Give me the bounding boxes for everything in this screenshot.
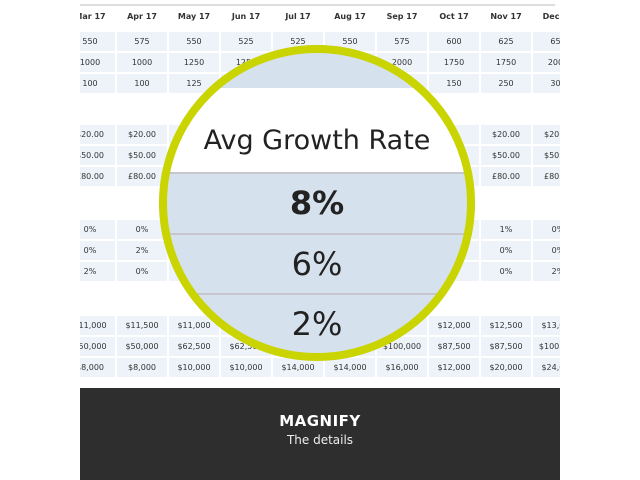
table-cell: 0%: [117, 220, 167, 239]
table-cell: $50,000: [117, 337, 167, 356]
table-cell: 300: [533, 74, 560, 93]
column-header: Mar 17: [80, 12, 106, 21]
table-cell: 575: [117, 32, 167, 51]
table-cell: 0%: [533, 220, 560, 239]
table-cell: 0%: [80, 241, 115, 260]
table-cell: 100: [80, 74, 115, 93]
table-cell: £80.00: [117, 167, 167, 186]
column-header: Sep 17: [386, 12, 418, 21]
caption-banner: MAGNIFY The details: [80, 388, 560, 480]
caption-title: MAGNIFY: [279, 412, 361, 430]
table-cell: $100,000: [533, 337, 560, 356]
table-cell: $12,500: [481, 316, 531, 335]
table-cell: 2%: [533, 262, 560, 281]
column-header: Nov 17: [490, 12, 522, 21]
column-header: Jul 17: [285, 12, 311, 21]
table-cell: £80.00: [80, 167, 115, 186]
table-cell: $20.00: [481, 125, 531, 144]
table-cell: $20.00: [80, 125, 115, 144]
table-cell: 0%: [481, 241, 531, 260]
divider: [80, 4, 555, 6]
table-cell: £80.00: [481, 167, 531, 186]
table-cell: 1%: [481, 220, 531, 239]
table-cell: £80.00: [533, 167, 560, 186]
table-cell: $10,000: [169, 358, 219, 377]
table-cell: $10,000: [221, 358, 271, 377]
column-header: Apr 17: [127, 12, 157, 21]
table-cell: $20,000: [481, 358, 531, 377]
table-cell: $20.00: [117, 125, 167, 144]
table-cell: 1750: [481, 53, 531, 72]
table-cell: 2%: [80, 262, 115, 281]
table-cell: 625: [481, 32, 531, 51]
table-cell: $16,000: [377, 358, 427, 377]
table-cell: $50.00: [481, 146, 531, 165]
table-cell: $50.00: [117, 146, 167, 165]
table-cell: 550: [80, 32, 115, 51]
table-cell: $14,000: [273, 358, 323, 377]
table-cell: $11,500: [117, 316, 167, 335]
table-cell: $50.00: [80, 146, 115, 165]
table-cell: $50,000: [80, 337, 115, 356]
table-cell: $20.00: [533, 125, 560, 144]
table-cell: $87,500: [481, 337, 531, 356]
table-cell: 2000: [533, 53, 560, 72]
table-cell: 2%: [117, 241, 167, 260]
table-cell: $8,000: [80, 358, 115, 377]
table-cell: 0%: [80, 220, 115, 239]
column-header: Dec 17: [542, 12, 560, 21]
column-header: Oct 17: [439, 12, 469, 21]
table-cell: $13,000: [533, 316, 560, 335]
column-header: May 17: [177, 12, 211, 21]
table-cell: 0%: [481, 262, 531, 281]
table-cell: $14,000: [325, 358, 375, 377]
table-cell: 1000: [117, 53, 167, 72]
table-cell: $11,000: [80, 316, 115, 335]
table-cell: 100: [117, 74, 167, 93]
table-cell: $24,000: [533, 358, 560, 377]
table-cell: 650: [533, 32, 560, 51]
table-cell: 0%: [533, 241, 560, 260]
table-cell: 250: [481, 74, 531, 93]
magnifier-ring: [159, 45, 475, 361]
table-cell: $12,000: [429, 358, 479, 377]
caption-subtitle: The details: [286, 433, 354, 447]
table-cell: 0%: [117, 262, 167, 281]
column-header: Jun 17: [231, 12, 261, 21]
column-header: Aug 17: [334, 12, 366, 21]
table-cell: $8,000: [117, 358, 167, 377]
table-cell: $50.00: [533, 146, 560, 165]
table-cell: 1000: [80, 53, 115, 72]
